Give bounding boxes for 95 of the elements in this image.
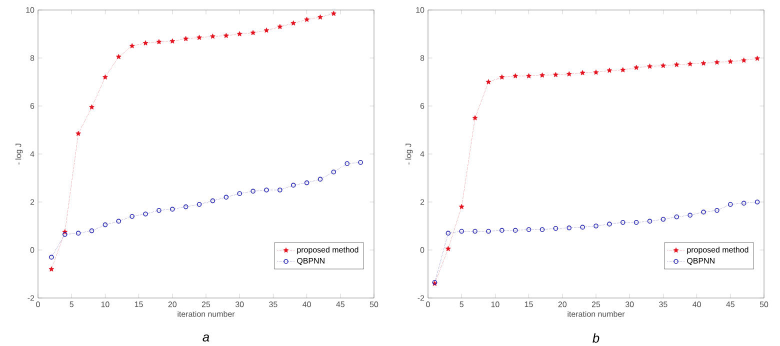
point (62, 232, 68, 237)
point (210, 198, 216, 204)
point (700, 60, 706, 66)
point (102, 74, 108, 80)
point (512, 73, 518, 78)
point (580, 70, 586, 76)
point (250, 30, 256, 36)
point (250, 188, 256, 194)
point (566, 71, 572, 76)
point (196, 34, 202, 40)
point (318, 176, 323, 182)
point (48, 266, 54, 272)
point (553, 72, 558, 78)
point (607, 222, 612, 226)
point (512, 228, 518, 233)
point (634, 220, 639, 225)
point (224, 194, 229, 200)
point (331, 10, 336, 16)
point (318, 14, 323, 20)
point (687, 61, 693, 66)
point (566, 226, 572, 230)
point (304, 16, 310, 22)
point (156, 208, 162, 213)
point (741, 200, 746, 206)
point (499, 74, 505, 80)
point (290, 182, 296, 188)
text: b (592, 333, 600, 343)
point (526, 227, 532, 232)
point (580, 224, 585, 230)
point (143, 212, 148, 216)
point (116, 218, 122, 224)
point (714, 208, 720, 213)
point (540, 72, 545, 78)
point (102, 222, 108, 228)
point (540, 227, 545, 232)
point (236, 31, 242, 36)
point (76, 130, 81, 136)
point (674, 62, 680, 68)
point (486, 79, 492, 84)
point (331, 170, 336, 174)
point (142, 40, 148, 46)
point (486, 228, 491, 234)
point (446, 230, 451, 236)
point (620, 67, 626, 72)
point (620, 220, 626, 225)
point (344, 161, 350, 166)
point (674, 214, 680, 220)
point (264, 28, 270, 33)
point (647, 64, 652, 69)
point (358, 160, 363, 165)
point (170, 206, 175, 212)
point (116, 54, 122, 60)
point (647, 218, 652, 224)
point (500, 228, 504, 233)
point (183, 36, 189, 42)
point (634, 64, 639, 70)
point (277, 24, 283, 30)
point (129, 43, 135, 48)
point (714, 60, 720, 65)
point (210, 34, 216, 39)
point (156, 39, 162, 44)
point (459, 228, 464, 234)
point (606, 68, 612, 73)
point (754, 200, 760, 204)
text: a (202, 334, 210, 342)
point (170, 38, 176, 44)
point (76, 230, 81, 236)
point (446, 246, 451, 252)
point (278, 188, 282, 192)
point (49, 254, 54, 260)
point (660, 216, 666, 222)
point (728, 202, 733, 207)
point (458, 204, 464, 210)
point (553, 226, 558, 231)
point (526, 73, 532, 78)
point (89, 104, 94, 110)
point (130, 214, 134, 219)
point (304, 180, 310, 186)
point (701, 210, 706, 214)
point (472, 115, 478, 120)
point (660, 62, 666, 68)
point (688, 212, 692, 218)
point (196, 202, 202, 207)
point (264, 188, 269, 192)
point (224, 32, 229, 38)
point (290, 20, 296, 26)
point (728, 58, 734, 64)
point (594, 224, 598, 228)
point (593, 70, 599, 75)
point (237, 191, 242, 196)
point (754, 56, 760, 61)
point (183, 204, 188, 210)
point (741, 58, 747, 63)
point (89, 228, 94, 234)
point (472, 228, 478, 234)
